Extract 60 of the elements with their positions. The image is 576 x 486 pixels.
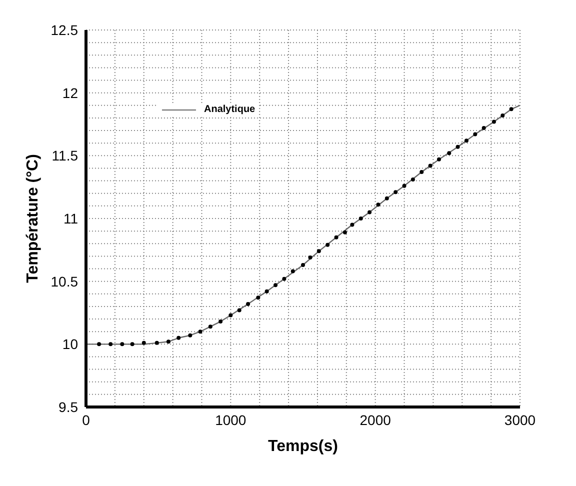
y-tick-label: 11.5 [52,148,78,164]
x-tick-label: 2000 [360,412,392,428]
y-tick-label: 12.5 [50,22,78,38]
y-axis-title: Température (°C) [24,154,42,283]
point [142,340,146,345]
y-tick-label: 10 [62,336,78,352]
point [228,313,233,318]
point [410,178,415,182]
x-tick-label: 1000 [215,412,246,428]
y-tick-label: 9.5 [58,398,78,415]
point [166,340,170,344]
point [154,340,159,345]
point [188,333,192,338]
point [436,157,441,162]
point [218,320,223,324]
x-tick-label: 0 [82,412,90,428]
point [198,330,202,334]
y-tick-label: 10.5 [50,273,78,290]
point [456,144,460,149]
point [482,126,486,130]
point [326,242,330,247]
point [316,249,321,254]
point [402,184,406,188]
point [358,216,363,220]
point [384,196,389,200]
point [447,151,452,156]
point [428,164,432,168]
point [264,289,269,294]
point [97,342,102,346]
point [308,255,312,260]
point [464,138,468,143]
point [256,296,260,300]
point [394,190,398,194]
point [274,283,278,288]
x-axis-title: Temps(s) [268,438,338,455]
point [282,276,286,281]
point [509,107,514,112]
point [130,342,134,346]
point [420,170,424,174]
point [342,230,347,234]
y-tick-label: 11 [63,210,78,226]
point [208,324,212,329]
point [500,113,505,118]
point [237,308,242,312]
point [120,342,124,346]
point [350,222,354,227]
point [473,132,478,136]
legend-label: Analytique [204,104,256,115]
line-series [86,104,520,345]
point [290,269,295,274]
point [246,302,250,306]
point [176,336,181,340]
point [334,235,338,240]
point [368,210,372,214]
point [376,202,380,207]
x-tick-label: 3000 [504,412,536,428]
y-tick-label: 12 [62,84,78,101]
point [492,120,496,124]
point [108,342,113,346]
point [301,262,305,267]
